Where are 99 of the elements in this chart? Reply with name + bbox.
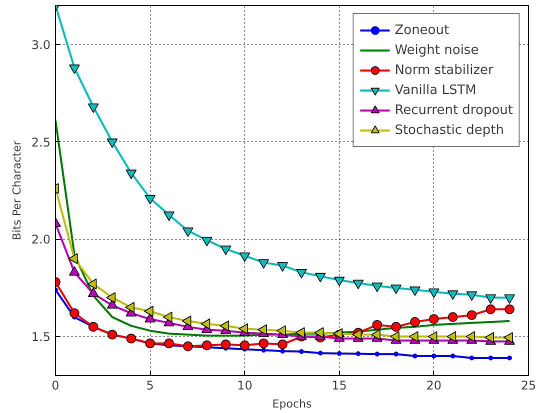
point xyxy=(450,354,456,358)
point xyxy=(164,212,174,222)
point xyxy=(257,324,267,336)
point xyxy=(504,294,515,304)
point xyxy=(125,302,134,313)
point xyxy=(295,327,305,338)
point xyxy=(504,304,514,314)
point xyxy=(314,272,326,282)
point xyxy=(106,138,118,148)
point xyxy=(485,294,496,304)
point xyxy=(370,329,380,340)
point xyxy=(469,356,474,360)
point xyxy=(258,338,269,348)
y-tick-label: 2.5 xyxy=(31,135,51,150)
legend-label: Norm stabilizer xyxy=(394,62,494,78)
x-tick-label: 0 xyxy=(52,378,60,392)
point xyxy=(70,308,80,318)
point xyxy=(88,103,99,113)
point xyxy=(374,352,380,356)
point xyxy=(410,286,420,296)
point xyxy=(296,269,307,278)
point xyxy=(334,276,345,286)
legend-label: Zoneout xyxy=(394,22,450,38)
x-tick-label: 15 xyxy=(332,378,347,392)
point xyxy=(278,339,288,350)
point xyxy=(352,329,362,340)
x-axis-title: Epochs xyxy=(272,398,312,410)
point xyxy=(164,338,174,348)
point xyxy=(318,350,323,356)
point xyxy=(484,332,494,343)
point xyxy=(220,320,230,332)
point xyxy=(356,351,361,356)
point xyxy=(126,170,137,180)
point xyxy=(394,352,398,356)
legend-label: Recurrent dropout xyxy=(394,102,513,118)
point xyxy=(182,316,192,326)
point xyxy=(466,331,476,342)
point xyxy=(486,304,496,314)
point xyxy=(68,253,78,264)
point xyxy=(107,330,118,340)
point xyxy=(390,284,402,294)
x-tick-label: 20 xyxy=(426,378,442,392)
point xyxy=(466,310,477,320)
point xyxy=(429,314,439,324)
point xyxy=(182,228,194,237)
point xyxy=(336,351,342,356)
point xyxy=(432,354,436,358)
point xyxy=(447,290,458,300)
point xyxy=(503,332,513,343)
point xyxy=(372,320,382,330)
point xyxy=(391,322,401,332)
point xyxy=(428,331,438,342)
legend-label: Stochastic depth xyxy=(394,122,504,138)
point xyxy=(106,292,116,304)
point xyxy=(200,318,210,330)
point xyxy=(277,262,288,272)
point xyxy=(410,317,420,327)
point xyxy=(280,348,285,354)
point xyxy=(220,246,232,256)
point xyxy=(412,354,418,358)
point xyxy=(240,340,250,350)
point xyxy=(299,349,304,354)
point xyxy=(201,236,212,246)
point xyxy=(352,280,364,290)
point xyxy=(144,195,156,204)
y-tick-label: 2.0 xyxy=(31,232,51,247)
x-tick-label: 25 xyxy=(520,378,536,392)
point xyxy=(238,323,248,334)
point xyxy=(428,288,440,298)
point xyxy=(314,327,324,338)
point xyxy=(466,291,478,301)
x-tick-label: 5 xyxy=(146,378,154,392)
y-tick-label: 1.5 xyxy=(31,330,51,344)
legend-label: Weight noise xyxy=(394,42,479,58)
point xyxy=(390,331,400,342)
point xyxy=(239,252,250,262)
point xyxy=(488,356,494,360)
point xyxy=(258,259,270,269)
point xyxy=(507,356,512,360)
y-axis-title: Bits Per Character xyxy=(10,140,24,240)
point xyxy=(220,339,231,350)
point xyxy=(144,306,154,317)
point xyxy=(446,331,456,342)
legend-label: Vanilla LSTM xyxy=(394,82,476,98)
point xyxy=(202,340,212,350)
point xyxy=(408,331,418,342)
y-tick-label: 3.0 xyxy=(31,38,51,52)
point xyxy=(145,338,155,348)
point xyxy=(88,322,98,332)
point xyxy=(183,341,193,352)
point xyxy=(276,325,286,336)
point xyxy=(448,312,458,322)
point xyxy=(126,334,136,344)
x-tick-label: 10 xyxy=(237,378,252,392)
point xyxy=(87,278,97,290)
point xyxy=(261,348,266,353)
point xyxy=(162,312,172,322)
point xyxy=(69,64,80,74)
point xyxy=(372,282,383,292)
